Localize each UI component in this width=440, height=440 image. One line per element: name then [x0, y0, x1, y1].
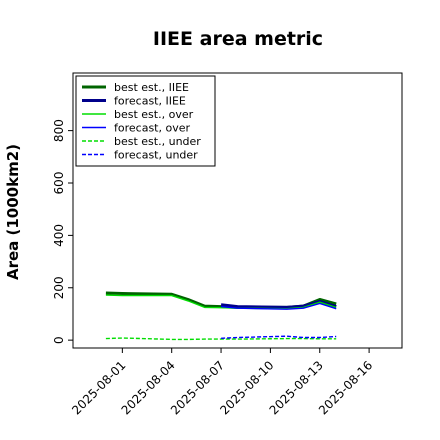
chart-title: IIEE area metric [153, 28, 323, 50]
legend-label-4: best est., under [114, 135, 201, 148]
series-layer [105, 291, 337, 341]
legend-label-5: forecast, under [114, 149, 198, 162]
y-tick-label-3: 600 [52, 172, 66, 195]
y-tick-label-4: 800 [52, 119, 66, 142]
legend-label-1: forecast, IIEE [114, 95, 186, 108]
plot-area [72, 72, 403, 349]
y-tick-label-1: 200 [52, 276, 66, 299]
legend-box [75, 75, 216, 167]
legend-label-0: best est., IIEE [114, 81, 189, 94]
y-axis-label: Area (1000km2) [4, 144, 22, 280]
y-tick-label-2: 400 [52, 224, 66, 247]
series-line-4 [105, 337, 337, 341]
series-line-3 [221, 302, 337, 310]
x-tick-label-5: 2025-08-16 [316, 358, 375, 417]
series-line-5 [221, 335, 337, 339]
legend-label-2: best est., over [114, 108, 194, 121]
series-line-1 [220, 299, 337, 309]
y-tick-label-0: 0 [52, 336, 66, 344]
legend-label-3: forecast, over [114, 122, 190, 135]
series-line-2 [105, 294, 337, 310]
